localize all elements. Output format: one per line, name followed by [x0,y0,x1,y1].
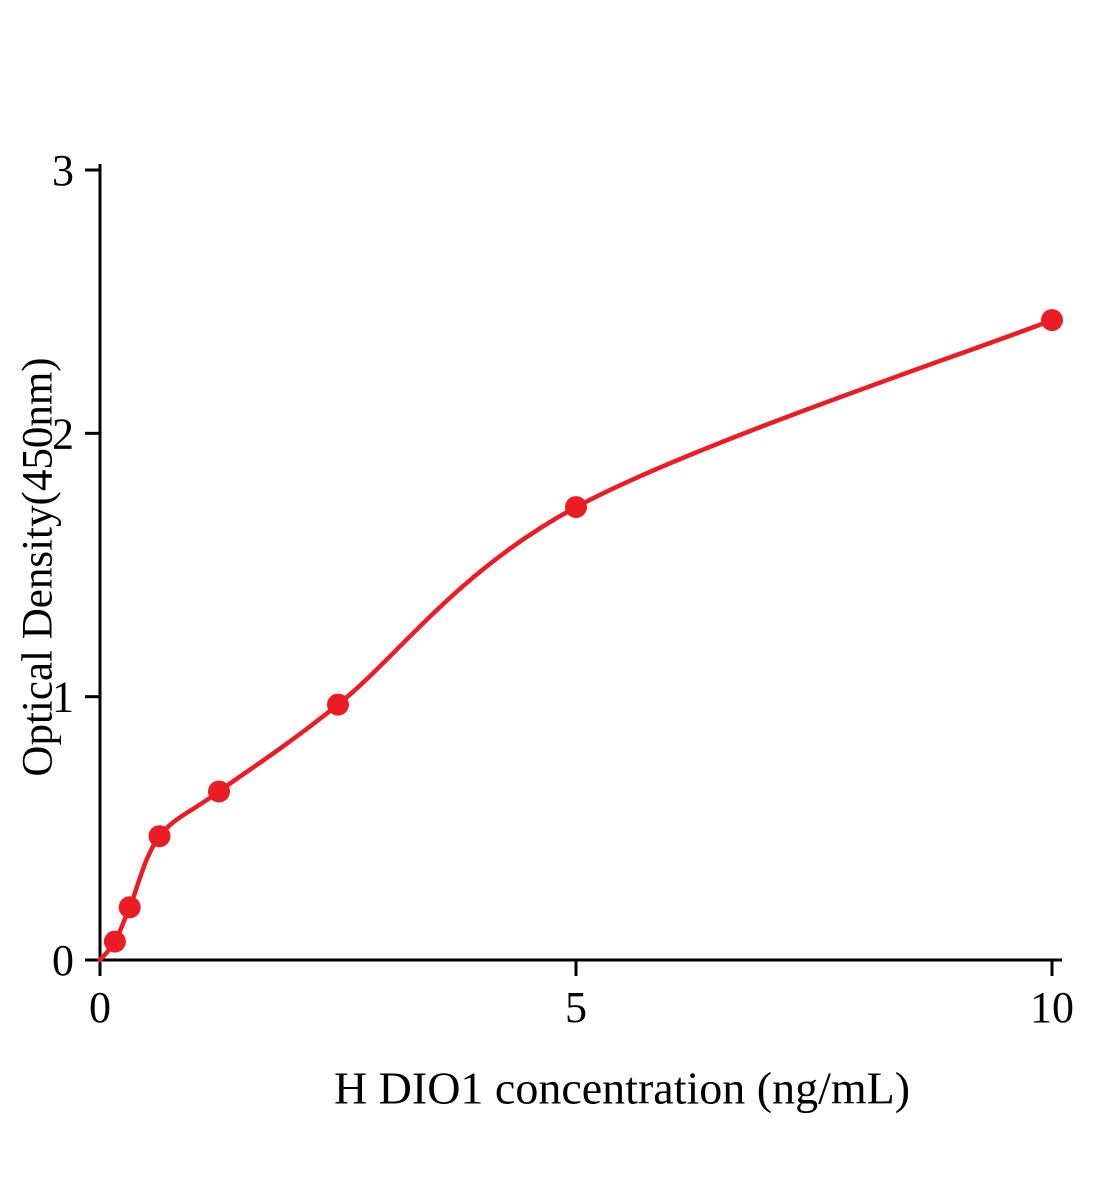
data-point [208,780,230,803]
x-axis-title: H DIO1 concentration (ng/mL) [333,1062,911,1114]
data-point [103,930,126,953]
x-tick-label: 5 [565,983,587,1032]
x-tick-label: 10 [1030,983,1074,1032]
data-point [565,496,587,519]
fit-curve [97,317,1055,963]
x-tick-label: 0 [89,983,111,1032]
data-point [148,825,171,848]
data-point [118,896,141,919]
y-axis-title: Optical Density(450nm) [14,357,62,777]
data-point [1041,309,1063,332]
y-tick-label: 3 [52,146,74,195]
y-tick-label: 0 [52,936,74,985]
axes-line [98,164,1062,962]
y-tick-label: 2 [52,409,74,458]
y-tick-label: 1 [52,673,74,722]
data-point [327,693,349,716]
